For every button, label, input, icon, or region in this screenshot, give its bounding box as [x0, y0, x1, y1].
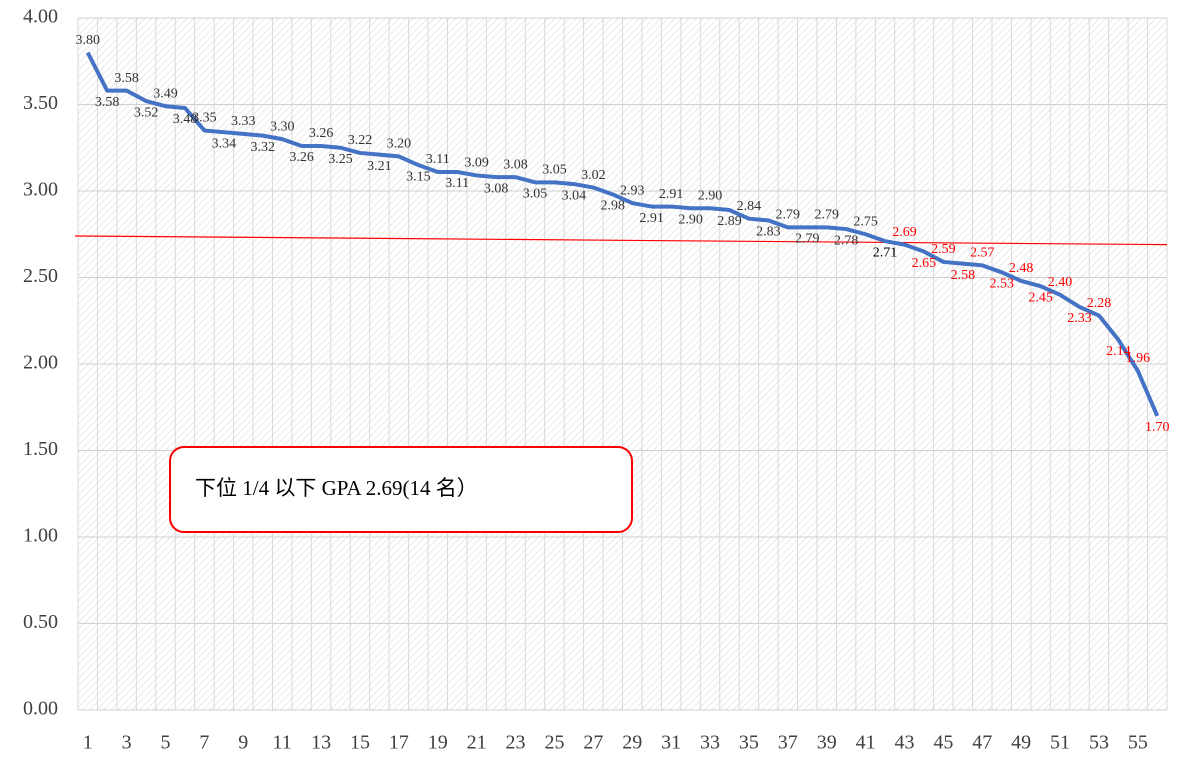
x-tick-label: 1 — [83, 732, 93, 754]
x-tick-label: 41 — [856, 732, 876, 754]
x-tick-label: 19 — [428, 732, 448, 754]
y-tick-label: 2.00 — [23, 352, 58, 374]
data-label: 3.26 — [309, 126, 334, 141]
x-tick-label: 7 — [199, 732, 209, 754]
x-tick-label: 25 — [544, 732, 564, 754]
data-label: 3.33 — [231, 114, 256, 129]
data-label: 2.48 — [1009, 261, 1034, 276]
data-label: 2.83 — [756, 225, 781, 240]
x-tick-label: 33 — [700, 732, 720, 754]
x-tick-label: 11 — [273, 732, 292, 754]
data-label: 2.75 — [853, 214, 878, 229]
y-tick-label: 0.50 — [23, 611, 58, 633]
y-tick-label: 1.50 — [23, 438, 58, 460]
data-label: 2.90 — [678, 213, 703, 228]
data-label: 1.70 — [1145, 420, 1170, 435]
data-label: 2.65 — [912, 256, 937, 271]
data-label: 2.90 — [698, 189, 723, 204]
x-tick-label: 37 — [778, 732, 798, 754]
annotation-box — [169, 446, 633, 533]
data-label: 3.21 — [367, 159, 392, 174]
data-label: 2.89 — [717, 214, 742, 229]
x-tick-label: 39 — [817, 732, 837, 754]
y-tick-label: 3.50 — [23, 92, 58, 114]
data-label: 2.98 — [601, 199, 626, 214]
data-label: 3.52 — [134, 105, 159, 120]
data-label: 3.32 — [250, 140, 275, 155]
x-tick-label: 21 — [467, 732, 487, 754]
data-label: 2.53 — [989, 277, 1014, 292]
data-label: 2.59 — [931, 242, 956, 257]
data-label: 3.09 — [464, 156, 489, 171]
data-label: 3.25 — [328, 152, 353, 167]
x-tick-label: 55 — [1128, 732, 1148, 754]
data-label: 3.11 — [426, 152, 450, 167]
data-label: 3.02 — [581, 168, 606, 183]
x-tick-label: 5 — [161, 732, 171, 754]
x-tick-label: 29 — [622, 732, 642, 754]
data-label: 3.22 — [348, 133, 373, 148]
annotation-group: 下位 1/4 以下 GPA 2.69(14 名） — [169, 446, 633, 533]
x-tick-label: 31 — [661, 732, 681, 754]
data-label: 3.08 — [484, 181, 509, 196]
data-label: 3.26 — [289, 150, 314, 165]
x-tick-label: 45 — [933, 732, 953, 754]
y-tick-label: 1.00 — [23, 525, 58, 547]
data-label: 2.40 — [1048, 275, 1073, 290]
data-label: 2.79 — [776, 208, 801, 223]
data-label: 2.57 — [970, 246, 995, 261]
data-label: 2.79 — [795, 232, 820, 247]
data-label: 2.84 — [737, 199, 762, 214]
x-tick-label: 43 — [894, 732, 914, 754]
x-tick-label: 35 — [739, 732, 759, 754]
data-label: 2.45 — [1028, 290, 1053, 305]
data-label: 3.58 — [95, 95, 120, 110]
x-tick-label: 13 — [311, 732, 331, 754]
data-label: 3.80 — [75, 33, 100, 48]
data-label: 2.78 — [834, 233, 859, 248]
y-tick-label: 2.50 — [23, 265, 58, 287]
x-tick-label: 53 — [1089, 732, 1109, 754]
data-label: 2.71 — [873, 245, 898, 260]
y-tick-label: 3.00 — [23, 179, 58, 201]
data-label: 3.11 — [445, 176, 469, 191]
x-tick-label: 51 — [1050, 732, 1070, 754]
data-label: 3.35 — [192, 111, 217, 126]
x-tick-label: 27 — [583, 732, 603, 754]
data-label: 3.04 — [562, 188, 587, 203]
data-label: 3.20 — [387, 137, 412, 152]
y-tick-label: 4.00 — [23, 6, 58, 28]
x-tick-label: 17 — [389, 732, 409, 754]
data-label: 2.69 — [892, 225, 917, 240]
data-label: 2.28 — [1087, 296, 1112, 311]
data-label: 3.49 — [153, 86, 178, 101]
line-series — [85, 51, 1160, 417]
data-label: 2.91 — [659, 187, 684, 202]
data-label: 1.96 — [1126, 351, 1151, 366]
data-label: 2.91 — [639, 211, 664, 226]
data-label: 2.58 — [951, 268, 976, 283]
data-label: 2.93 — [620, 183, 645, 198]
data-label: 3.58 — [114, 71, 139, 86]
y-tick-label: 0.00 — [23, 698, 58, 720]
data-label: 2.33 — [1067, 311, 1092, 326]
data-label: 3.05 — [523, 187, 548, 202]
x-tick-label: 9 — [238, 732, 248, 754]
x-tick-label: 23 — [506, 732, 526, 754]
reference-line — [74, 235, 1168, 246]
data-label: 3.15 — [406, 169, 431, 184]
x-tick-label: 49 — [1011, 732, 1031, 754]
x-tick-label: 15 — [350, 732, 370, 754]
data-label: 3.48 — [173, 112, 198, 127]
data-label: 2.79 — [814, 208, 839, 223]
x-tick-label: 47 — [972, 732, 992, 754]
data-label: 2.14 — [1106, 344, 1131, 359]
annotation: 下位 1/4 以下 GPA 2.69(14 名） — [195, 476, 478, 500]
x-tick-label: 3 — [122, 732, 132, 754]
data-label: 3.30 — [270, 119, 295, 134]
data-label: 3.05 — [542, 163, 567, 178]
data-label: 3.34 — [212, 136, 237, 151]
data-label: 3.08 — [503, 157, 528, 172]
